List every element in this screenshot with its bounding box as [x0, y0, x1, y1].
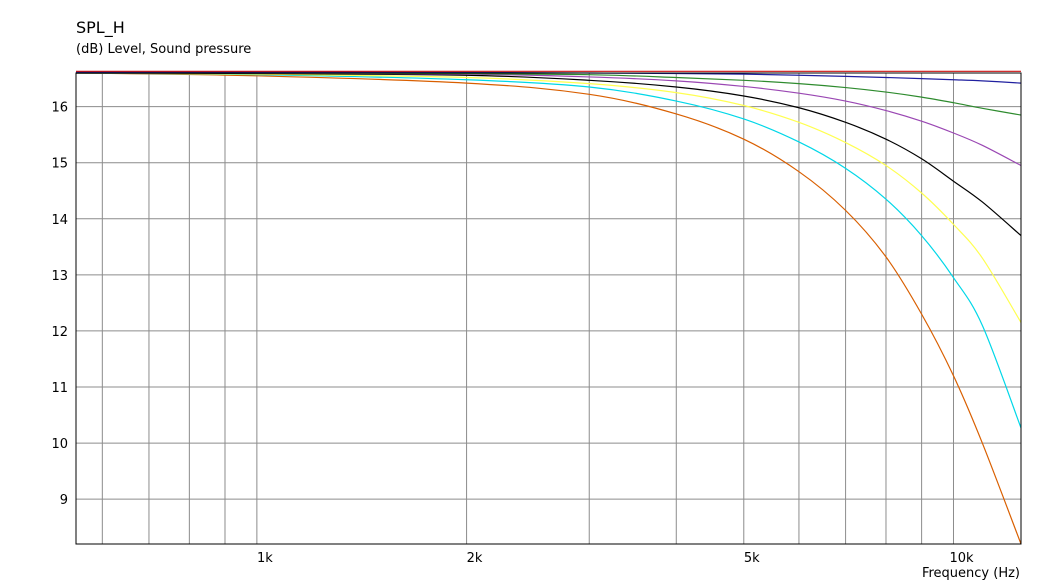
y-tick-label: 11: [51, 381, 68, 396]
grid-lines: [76, 73, 1021, 544]
tick-labels: 16 15 14 13 12 11 10 9 1k 2k 5k 10k: [51, 101, 974, 566]
x-tick-label: 5k: [744, 551, 760, 566]
y-tick-label: 10: [51, 437, 68, 452]
y-axis-label: (dB) Level, Sound pressure: [76, 42, 252, 57]
series-line-4: [75, 72, 1022, 237]
x-tick-label: 1k: [257, 551, 273, 566]
series-line-7: [75, 71, 1022, 84]
y-tick-label: 9: [60, 493, 68, 508]
series-lines: [75, 70, 1022, 545]
y-tick-label: 12: [51, 325, 68, 340]
series-line-2: [75, 72, 1022, 429]
y-tick-label: 14: [51, 213, 68, 228]
y-tick-label: 16: [51, 101, 68, 116]
x-axis-label: Frequency (Hz): [921, 566, 1020, 581]
x-tick-label: 10k: [949, 551, 974, 566]
series-line-3: [75, 72, 1022, 323]
y-tick-label: 15: [51, 157, 68, 172]
series-line-1: [75, 72, 1022, 545]
plot-frame: [75, 72, 1022, 545]
y-tick-label: 13: [51, 269, 68, 284]
chart-title: SPL_H: [76, 18, 125, 37]
series-line-5: [75, 72, 1022, 167]
x-tick-label: 2k: [467, 551, 483, 566]
